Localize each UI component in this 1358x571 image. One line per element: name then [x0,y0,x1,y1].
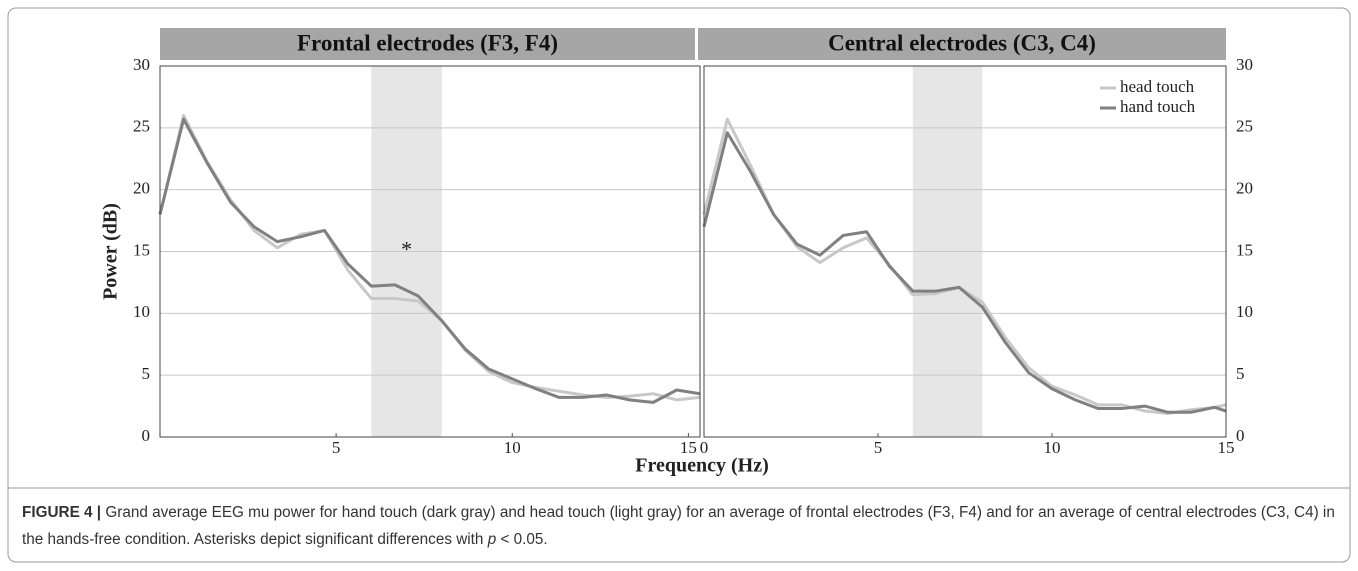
y-tick-label: 10 [133,302,150,321]
y-tick-label: 25 [1236,117,1253,136]
y-tick-label: 15 [133,240,150,259]
panel-header [160,28,695,60]
y-tick-label: 0 [1236,426,1245,445]
frame [7,7,1351,563]
y-tick-label: 5 [142,364,151,383]
panel-title: Central electrodes (C3, C4) [828,30,1096,55]
legend-label: hand touch [1120,97,1196,116]
x-tick-label: 0 [700,438,709,457]
caption-label: FIGURE 4 | [22,504,102,521]
x-tick-label: 5 [332,438,341,457]
y-tick-label: 25 [133,117,150,136]
x-tick-label: 5 [874,438,883,457]
y-tick-label: 30 [1236,55,1253,74]
y-tick-label: 20 [133,179,150,198]
y-tick-label: 30 [133,55,150,74]
x-tick-label: 15 [1218,438,1235,457]
x-axis-label: Frequency (Hz) [635,455,769,477]
panel-title: Frontal electrodes (F3, F4) [297,30,558,55]
x-tick-label: 15 [680,438,697,457]
caption-text: < 0.05. [500,531,548,548]
caption-text: Grand average EEG mu power for hand touc… [22,504,1335,548]
panel-header [698,28,1226,60]
plot-frame [159,65,701,438]
series-line [158,117,701,404]
legend-label: head touch [1120,77,1195,96]
series-line [702,131,1227,414]
y-tick-label: 5 [1236,364,1245,383]
plot-frame [703,65,1227,438]
caption: FIGURE 4 | Grand average EEG mu power fo… [22,499,1342,553]
y-tick-label: 20 [1236,179,1253,198]
y-tick-label: 15 [1236,240,1253,259]
y-axis-label: Power (dB) [100,203,122,300]
annotation: * [401,237,412,262]
x-tick-label: 10 [504,438,521,457]
y-tick-label: 10 [1236,302,1253,321]
x-tick-label: 10 [1044,438,1061,457]
caption-italic: p [487,531,497,548]
y-tick-label: 0 [142,426,151,445]
